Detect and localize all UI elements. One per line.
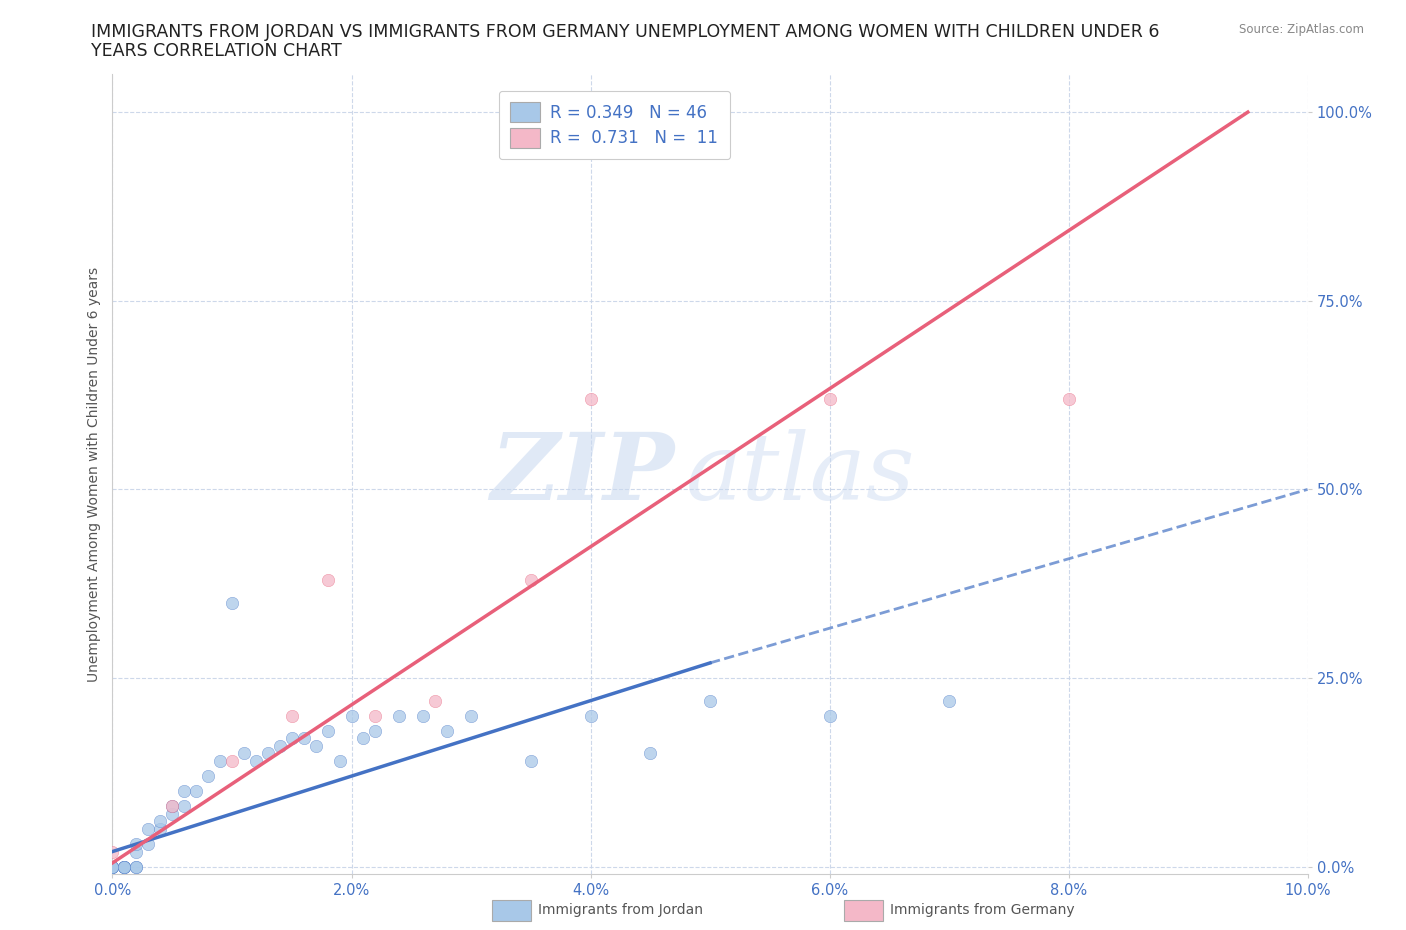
Point — [162, 806, 183, 821]
Point — [292, 731, 315, 746]
Text: IMMIGRANTS FROM JORDAN VS IMMIGRANTS FROM GERMANY UNEMPLOYMENT AMONG WOMEN WITH : IMMIGRANTS FROM JORDAN VS IMMIGRANTS FRO… — [91, 23, 1160, 41]
Point — [281, 709, 304, 724]
Point — [125, 859, 148, 874]
Point — [162, 799, 183, 814]
Point — [114, 859, 135, 874]
Point — [149, 814, 172, 829]
Point — [305, 738, 328, 753]
Point — [281, 731, 304, 746]
Legend: R = 0.349   N = 46, R =  0.731   N =  11: R = 0.349 N = 46, R = 0.731 N = 11 — [499, 91, 730, 159]
Point — [520, 753, 543, 768]
Point — [245, 753, 267, 768]
Point — [101, 859, 124, 874]
Point — [101, 844, 124, 859]
Point — [640, 746, 662, 761]
Point — [125, 859, 148, 874]
Point — [436, 724, 458, 738]
Text: atlas: atlas — [686, 430, 915, 519]
Point — [316, 573, 339, 588]
Text: Immigrants from Germany: Immigrants from Germany — [890, 903, 1074, 918]
Point — [818, 392, 841, 406]
Point — [138, 837, 160, 852]
Point — [520, 573, 543, 588]
Point — [173, 784, 195, 799]
Point — [269, 738, 291, 753]
Point — [316, 724, 339, 738]
Y-axis label: Unemployment Among Women with Children Under 6 years: Unemployment Among Women with Children U… — [87, 267, 101, 682]
Point — [388, 709, 411, 724]
Point — [114, 859, 135, 874]
Point — [257, 746, 280, 761]
Point — [162, 799, 183, 814]
Point — [353, 731, 375, 746]
Point — [329, 753, 352, 768]
Point — [579, 709, 602, 724]
Point — [138, 821, 160, 836]
Point — [209, 753, 232, 768]
Point — [340, 709, 363, 724]
Text: YEARS CORRELATION CHART: YEARS CORRELATION CHART — [91, 42, 342, 60]
Point — [114, 859, 135, 874]
Point — [114, 859, 135, 874]
Point — [125, 837, 148, 852]
Point — [460, 709, 482, 724]
Point — [197, 769, 219, 784]
Point — [173, 799, 195, 814]
Point — [425, 693, 447, 708]
Point — [699, 693, 721, 708]
Point — [221, 595, 243, 610]
Text: Immigrants from Jordan: Immigrants from Jordan — [538, 903, 703, 918]
Text: ZIP: ZIP — [489, 430, 675, 519]
Point — [186, 784, 208, 799]
Point — [125, 844, 148, 859]
Point — [938, 693, 960, 708]
Point — [221, 753, 243, 768]
Point — [818, 709, 841, 724]
Text: Source: ZipAtlas.com: Source: ZipAtlas.com — [1239, 23, 1364, 36]
Point — [412, 709, 434, 724]
Point — [149, 821, 172, 836]
Point — [101, 859, 124, 874]
Point — [364, 709, 387, 724]
Point — [1057, 392, 1080, 406]
Point — [364, 724, 387, 738]
Point — [101, 859, 124, 874]
Point — [579, 392, 602, 406]
Point — [101, 859, 124, 874]
Point — [233, 746, 256, 761]
